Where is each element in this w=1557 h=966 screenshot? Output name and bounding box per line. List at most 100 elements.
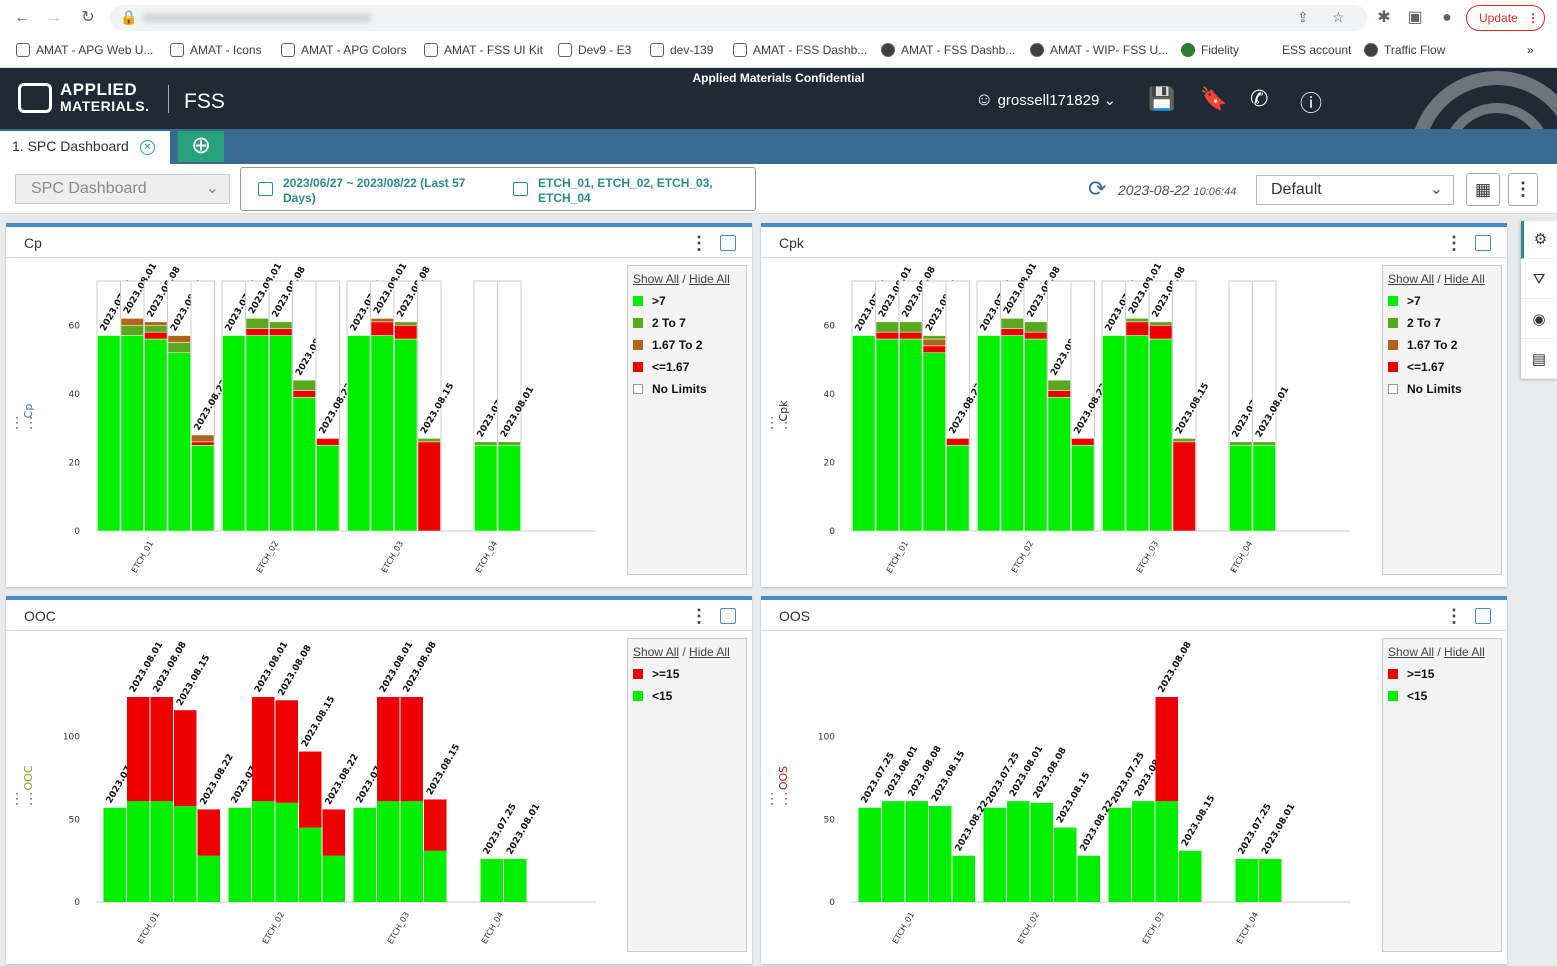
filter-icon[interactable]: ⛛: [1521, 261, 1557, 299]
bar[interactable]: [353, 807, 377, 902]
bar[interactable]: [315, 280, 340, 532]
bar[interactable]: [1179, 850, 1202, 902]
hide-all-link[interactable]: Hide All: [1444, 645, 1485, 659]
more-bookmarks-icon[interactable]: »: [1527, 43, 1534, 57]
expand-icon[interactable]: [1475, 608, 1491, 624]
bar[interactable]: [504, 859, 527, 902]
bookmark[interactable]: AMAT - FSS Dashb...: [881, 43, 1015, 57]
bar[interactable]: [370, 280, 395, 532]
more-options-button[interactable]: ⋮: [1508, 173, 1538, 206]
bookmark[interactable]: AMAT - FSS UI Kit: [424, 43, 543, 57]
show-all-link[interactable]: Show All: [633, 272, 680, 286]
expand-icon[interactable]: [1475, 235, 1491, 251]
user-menu[interactable]: ☺ grossell171829 ⌄: [975, 89, 1117, 109]
bar[interactable]: [1235, 859, 1259, 902]
share-icon[interactable]: ⇪: [1297, 9, 1309, 25]
bar[interactable]: [228, 807, 252, 902]
bar[interactable]: [945, 280, 970, 532]
settings-gear-icon[interactable]: ⚙: [1521, 221, 1557, 259]
profile-icon[interactable]: ●: [1442, 9, 1452, 26]
bookmark-icon[interactable]: 🔖: [1200, 86, 1228, 111]
panel-menu-icon[interactable]: ⋮: [690, 233, 708, 253]
bar[interactable]: [424, 799, 447, 902]
bar[interactable]: [882, 801, 905, 902]
bar[interactable]: [1259, 859, 1282, 902]
help-icon[interactable]: ⓘ: [1300, 91, 1323, 116]
hide-all-link[interactable]: Hide All: [1444, 272, 1485, 286]
drag-handle-icon[interactable]: ⋮⋮: [10, 790, 38, 806]
legend-item[interactable]: 2 To 7: [633, 316, 686, 330]
bar[interactable]: [120, 280, 145, 532]
legend-item[interactable]: 1.67 To 2: [633, 338, 702, 352]
bookmark[interactable]: dev-139: [650, 43, 713, 57]
refresh-icon[interactable]: ⟳: [1088, 176, 1107, 201]
legend-item[interactable]: >7: [1388, 294, 1421, 308]
bar[interactable]: [417, 280, 442, 532]
legend-item[interactable]: >=15: [633, 667, 679, 681]
bar[interactable]: [1054, 827, 1077, 902]
save-icon[interactable]: ▤: [1521, 341, 1557, 379]
bar[interactable]: [1030, 802, 1054, 902]
bar[interactable]: [1132, 801, 1155, 902]
bar[interactable]: [1155, 696, 1179, 902]
panel-menu-icon[interactable]: ⋮: [1445, 606, 1463, 626]
bar[interactable]: [245, 280, 270, 532]
bookmark[interactable]: Dev9 - E3: [558, 43, 631, 57]
address-bar[interactable]: 🔒 ⇪ ☆: [110, 5, 1367, 31]
bar[interactable]: [1148, 280, 1173, 532]
legend-item[interactable]: No Limits: [633, 382, 707, 396]
bar[interactable]: [1007, 801, 1030, 902]
legend-item[interactable]: 2 To 7: [1388, 316, 1441, 330]
view-select[interactable]: Default ⌄: [1256, 175, 1454, 205]
bar[interactable]: [1077, 855, 1101, 902]
bar[interactable]: [851, 280, 876, 532]
forward-icon[interactable]: →: [46, 9, 62, 26]
show-all-link[interactable]: Show All: [1388, 645, 1435, 659]
bar[interactable]: [905, 801, 929, 902]
legend-item[interactable]: 1.67 To 2: [1388, 338, 1457, 352]
filter-summary[interactable]: 2023/06/27 ~ 2023/08/22 (Last 57 Days) E…: [240, 167, 756, 211]
bar[interactable]: [875, 280, 900, 532]
legend-item[interactable]: >=15: [1388, 667, 1434, 681]
star-icon[interactable]: ☆: [1332, 9, 1345, 25]
drag-handle-icon[interactable]: ⋮⋮: [765, 414, 793, 430]
bar[interactable]: [497, 280, 522, 532]
legend-item[interactable]: <15: [633, 689, 672, 703]
bar[interactable]: [268, 280, 293, 532]
bar[interactable]: [983, 807, 1007, 902]
legend-item[interactable]: <=1.67: [633, 360, 689, 374]
expand-icon[interactable]: [720, 608, 736, 624]
bar[interactable]: [143, 280, 168, 532]
hide-all-link[interactable]: Hide All: [689, 272, 730, 286]
bar[interactable]: [275, 700, 299, 902]
panel-menu-icon[interactable]: ⋮: [1445, 233, 1463, 253]
bar[interactable]: [1047, 280, 1072, 532]
drag-handle-icon[interactable]: ⋮⋮: [765, 790, 793, 806]
grid-layout-button[interactable]: ▦: [1466, 173, 1500, 206]
bar[interactable]: [174, 710, 197, 902]
show-all-link[interactable]: Show All: [633, 645, 680, 659]
bookmark[interactable]: AMAT - APG Web U...: [16, 43, 153, 57]
close-icon[interactable]: ✕: [140, 140, 155, 155]
bar[interactable]: [190, 280, 215, 532]
bar[interactable]: [1172, 280, 1197, 532]
legend-item[interactable]: <15: [1388, 689, 1427, 703]
bar[interactable]: [103, 807, 127, 902]
bar[interactable]: [1228, 280, 1253, 532]
bar[interactable]: [400, 696, 424, 902]
extensions-icon[interactable]: ✱: [1377, 9, 1391, 26]
bar[interactable]: [1252, 280, 1277, 532]
bar[interactable]: [127, 696, 150, 902]
bar[interactable]: [292, 280, 317, 532]
bar[interactable]: [858, 807, 882, 902]
expand-icon[interactable]: [720, 235, 736, 251]
bar[interactable]: [898, 280, 923, 532]
eye-icon[interactable]: ◉: [1521, 301, 1557, 339]
bar[interactable]: [480, 859, 504, 902]
legend-item[interactable]: No Limits: [1388, 382, 1462, 396]
tab-spc-dashboard[interactable]: 1. SPC Dashboard ✕: [0, 131, 170, 164]
bar[interactable]: [167, 280, 192, 532]
bar[interactable]: [1108, 807, 1132, 902]
bar[interactable]: [221, 280, 246, 532]
bar[interactable]: [322, 809, 346, 902]
